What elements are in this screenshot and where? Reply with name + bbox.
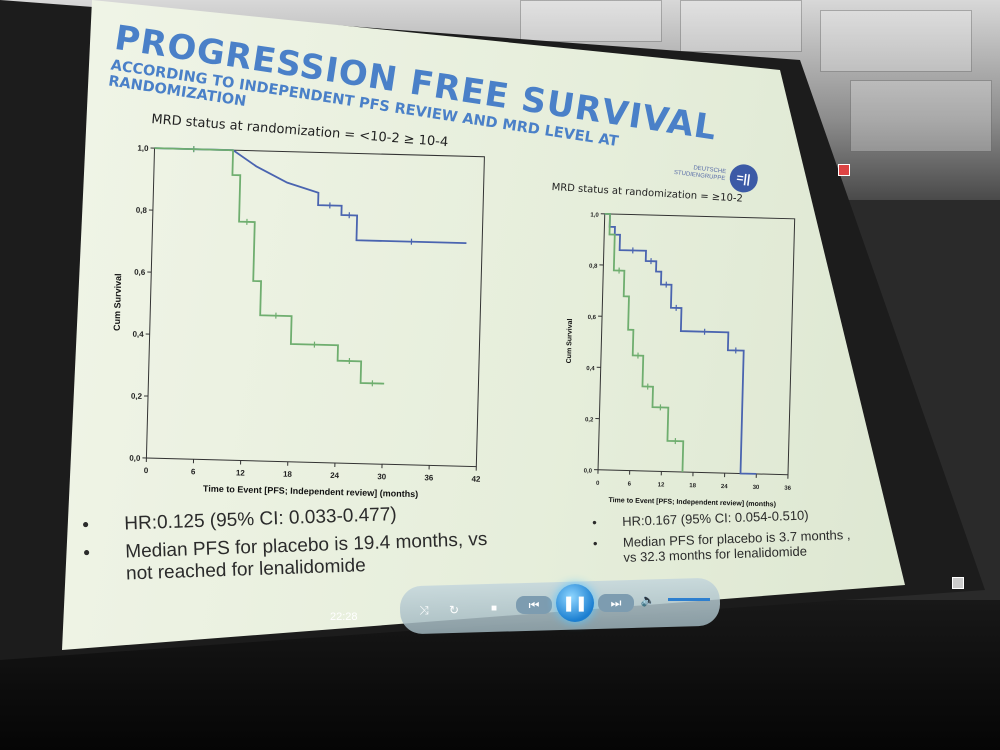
ceiling-tile bbox=[680, 0, 802, 52]
y-tick-label: 0,6 bbox=[588, 315, 597, 321]
ceiling-tile bbox=[850, 80, 992, 152]
x-tick-label: 6 bbox=[628, 482, 632, 488]
y-tick-label: 0,6 bbox=[134, 268, 146, 277]
y-axis-label: Cum Survival bbox=[112, 273, 124, 331]
x-axis-label: Time to Event [PFS; Independent review] … bbox=[203, 484, 419, 500]
x-tick-label: 24 bbox=[721, 484, 728, 490]
repeat-icon[interactable]: ↻ bbox=[448, 603, 460, 617]
x-axis-label: Time to Event [PFS; Independent review] … bbox=[608, 497, 776, 508]
plot-frame bbox=[597, 213, 796, 476]
x-tick-label: 12 bbox=[658, 482, 665, 488]
stop-icon[interactable]: ■ bbox=[490, 602, 498, 614]
volume-slider[interactable] bbox=[668, 598, 710, 601]
x-tick-label: 24 bbox=[330, 471, 340, 480]
left-survival-chart: 0,0 0,2 0,4 0,6 0,8 1,0 0 6 12 18 24 30 36 42 Time to … bbox=[112, 144, 485, 500]
volume-icon[interactable]: 🔈 bbox=[640, 593, 656, 607]
y-tick-label: 0,2 bbox=[585, 417, 594, 423]
ceiling-tile bbox=[520, 0, 662, 42]
right-bullet-list: • HR:0.167 (95% CI: 0.054-0.510) • Media… bbox=[592, 506, 864, 572]
placebo-curve bbox=[604, 212, 685, 472]
left-hr-text: HR:0.125 (95% CI: 0.033-0.477) bbox=[123, 504, 398, 535]
shuffle-icon[interactable]: ⤨ bbox=[419, 602, 429, 617]
left-bullet-list: • HR:0.125 (95% CI: 0.033-0.477) • Media… bbox=[82, 500, 504, 593]
window-corner-icon[interactable] bbox=[838, 164, 850, 176]
next-icon[interactable]: ⏭ bbox=[598, 594, 634, 612]
x-tick-label: 6 bbox=[191, 467, 196, 476]
x-tick-label: 36 bbox=[424, 473, 434, 482]
right-median-text: Median PFS for placebo is 3.7 months , v… bbox=[622, 526, 851, 565]
x-tick-label: 30 bbox=[753, 485, 760, 491]
bullet-item: • Median PFS for placebo is 3.7 months ,… bbox=[593, 527, 864, 566]
x-tick-label: 42 bbox=[471, 475, 481, 484]
right-survival-chart: 0,0 0,2 0,4 0,6 0,8 1,0 0 6 12 18 24 30 36 Time to Ev… bbox=[566, 212, 796, 508]
ceiling-tile bbox=[820, 10, 972, 72]
pause-icon[interactable]: ❚❚ bbox=[556, 584, 594, 622]
logo-mark-icon: =|| bbox=[727, 162, 760, 194]
fullscreen-icon[interactable] bbox=[952, 577, 964, 589]
bullet-marker: • bbox=[592, 514, 598, 530]
lenalidomide-curve bbox=[604, 212, 757, 475]
y-tick-label: 0,8 bbox=[589, 264, 598, 270]
y-axis-label: Cum Survival bbox=[566, 318, 574, 363]
x-tick-label: 18 bbox=[689, 483, 696, 489]
bullet-item: • Median PFS for placebo is 19.4 months,… bbox=[83, 528, 504, 587]
previous-icon[interactable]: ⏮ bbox=[516, 596, 552, 614]
playback-time: 22:28 bbox=[330, 611, 358, 623]
plot-frame bbox=[145, 147, 485, 468]
y-tick-label: 1,0 bbox=[590, 212, 599, 218]
x-tick-label: 12 bbox=[236, 468, 246, 477]
y-tick-label: 0,0 bbox=[584, 468, 593, 474]
bullet-marker: • bbox=[592, 535, 598, 551]
x-tick-label: 30 bbox=[377, 472, 387, 481]
x-tick-label: 0 bbox=[596, 481, 600, 487]
x-tick-label: 36 bbox=[784, 486, 791, 492]
y-tick-label: 0,2 bbox=[131, 392, 143, 401]
y-tick-label: 1,0 bbox=[137, 144, 149, 153]
lenalidomide-curve bbox=[154, 147, 467, 245]
x-tick-label: 18 bbox=[283, 470, 293, 479]
y-tick-label: 0,4 bbox=[586, 366, 595, 372]
y-tick-label: 0,8 bbox=[136, 206, 148, 215]
x-tick-label: 0 bbox=[144, 466, 149, 475]
bullet-marker: • bbox=[82, 542, 91, 564]
placebo-curve bbox=[154, 147, 385, 385]
y-tick-label: 0,0 bbox=[129, 454, 141, 463]
bullet-marker: • bbox=[82, 514, 90, 536]
left-median-text: Median PFS for placebo is 19.4 months, v… bbox=[124, 528, 488, 585]
y-tick-label: 0,4 bbox=[132, 330, 144, 339]
